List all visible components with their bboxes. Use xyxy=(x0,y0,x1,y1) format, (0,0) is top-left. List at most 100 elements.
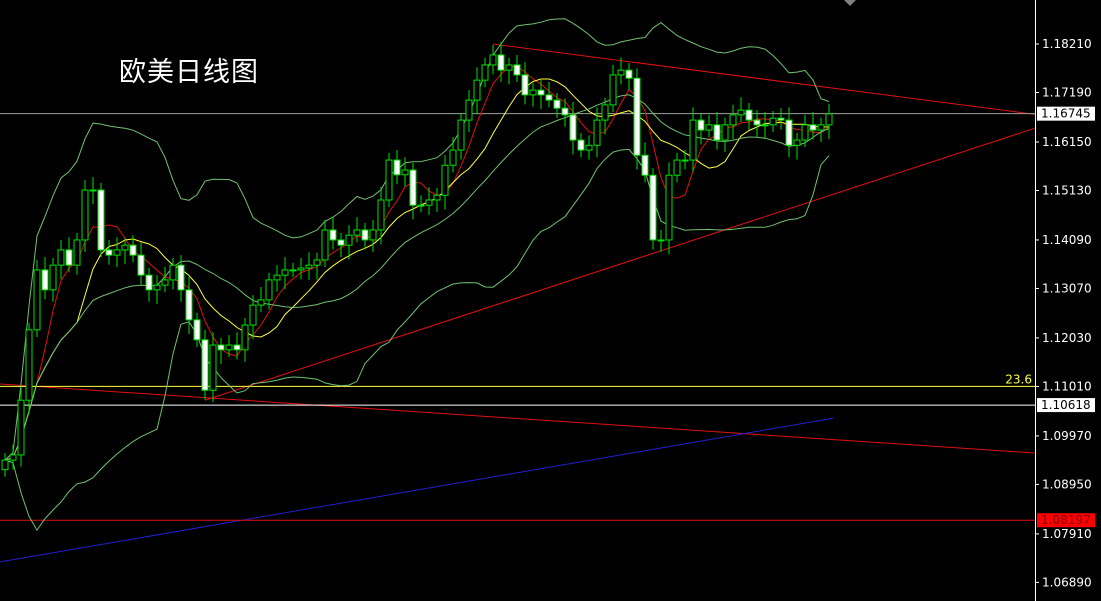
candle-body xyxy=(641,154,649,176)
candle-body xyxy=(321,229,329,261)
candle-body xyxy=(345,234,353,246)
bollinger-upper-line xyxy=(4,18,830,461)
fib-level-label: 23.6 xyxy=(1005,372,1032,386)
trendline xyxy=(204,127,1036,401)
candle xyxy=(249,295,257,340)
candle xyxy=(129,235,137,263)
candle xyxy=(801,114,809,148)
candle-body xyxy=(753,119,761,126)
candle-body xyxy=(553,99,561,109)
candle xyxy=(137,242,145,285)
candle xyxy=(305,252,313,280)
price-label-box xyxy=(1037,398,1095,413)
candle xyxy=(633,68,641,170)
candle xyxy=(9,444,17,470)
candle xyxy=(425,187,433,215)
candle xyxy=(769,111,777,132)
candle xyxy=(713,112,721,150)
candle-body xyxy=(353,229,361,236)
candle-body xyxy=(145,274,153,291)
candle-body xyxy=(161,279,169,286)
candle xyxy=(353,217,361,243)
candle-body xyxy=(337,239,345,246)
candle-body xyxy=(265,279,273,301)
candle-body xyxy=(577,139,585,151)
candle-body xyxy=(1,459,9,471)
candle-body xyxy=(761,124,769,127)
candle xyxy=(825,103,833,140)
candle xyxy=(257,287,265,313)
candle xyxy=(49,258,57,302)
candle xyxy=(281,257,289,290)
candle-body xyxy=(777,117,785,121)
price-label-box xyxy=(1037,106,1095,121)
y-tick-label: 1.12030 xyxy=(1042,331,1092,345)
candle xyxy=(17,387,25,467)
candle-body xyxy=(417,204,425,207)
price-label-box xyxy=(1037,513,1095,528)
candle xyxy=(657,229,665,252)
candle-body xyxy=(97,189,105,251)
candle-body xyxy=(529,89,537,96)
candle xyxy=(553,92,561,118)
candle xyxy=(793,132,801,160)
candle-body xyxy=(721,124,729,141)
price-label: 1.16745 xyxy=(1041,107,1091,121)
candle-body xyxy=(281,269,289,276)
candle-body xyxy=(297,267,305,271)
candle-body xyxy=(681,159,689,162)
candle xyxy=(489,44,497,75)
candle xyxy=(169,258,177,290)
candle-body xyxy=(465,99,473,121)
candle-body xyxy=(153,284,161,291)
candle-body xyxy=(513,64,521,76)
candle-body xyxy=(657,239,665,242)
candle xyxy=(505,57,513,85)
candle xyxy=(193,312,201,347)
bollinger-lower-line xyxy=(4,148,830,532)
candle xyxy=(81,180,89,252)
trendline xyxy=(0,417,834,563)
candle xyxy=(25,322,33,415)
y-tick-label: 1.08950 xyxy=(1042,477,1092,491)
candle xyxy=(729,104,737,140)
candle-body xyxy=(705,124,713,131)
candle xyxy=(585,135,593,160)
y-tick-label: 1.09970 xyxy=(1042,429,1092,443)
candle-body xyxy=(137,254,145,276)
candle-body xyxy=(809,124,817,131)
candle-body xyxy=(129,244,137,256)
candle xyxy=(433,188,441,212)
candle xyxy=(89,177,97,205)
candle xyxy=(225,335,233,357)
candle xyxy=(177,255,185,302)
candle xyxy=(105,239,113,265)
candle xyxy=(449,137,457,173)
candle xyxy=(761,112,769,140)
candle-body xyxy=(217,344,225,351)
candle-body xyxy=(105,249,113,256)
candle xyxy=(265,272,273,310)
candle-body xyxy=(329,229,337,241)
candle-body xyxy=(81,189,89,241)
candle-body xyxy=(225,344,233,351)
candle xyxy=(321,219,329,268)
candle-body xyxy=(73,239,81,266)
candle-body xyxy=(785,119,793,146)
candle-body xyxy=(33,269,41,331)
candle-body xyxy=(545,94,553,101)
candle xyxy=(1,453,9,477)
candle xyxy=(681,150,689,170)
candle-body xyxy=(665,174,673,241)
y-tick-label: 1.07910 xyxy=(1042,527,1092,541)
candle-body xyxy=(649,174,657,241)
candle xyxy=(689,107,697,172)
y-tick-label: 1.13070 xyxy=(1042,281,1092,295)
candle xyxy=(473,67,481,115)
candle-body xyxy=(185,289,193,321)
candle xyxy=(777,108,785,130)
candle-body xyxy=(689,119,697,161)
candle xyxy=(545,82,553,108)
y-tick-label: 1.14090 xyxy=(1042,233,1092,247)
